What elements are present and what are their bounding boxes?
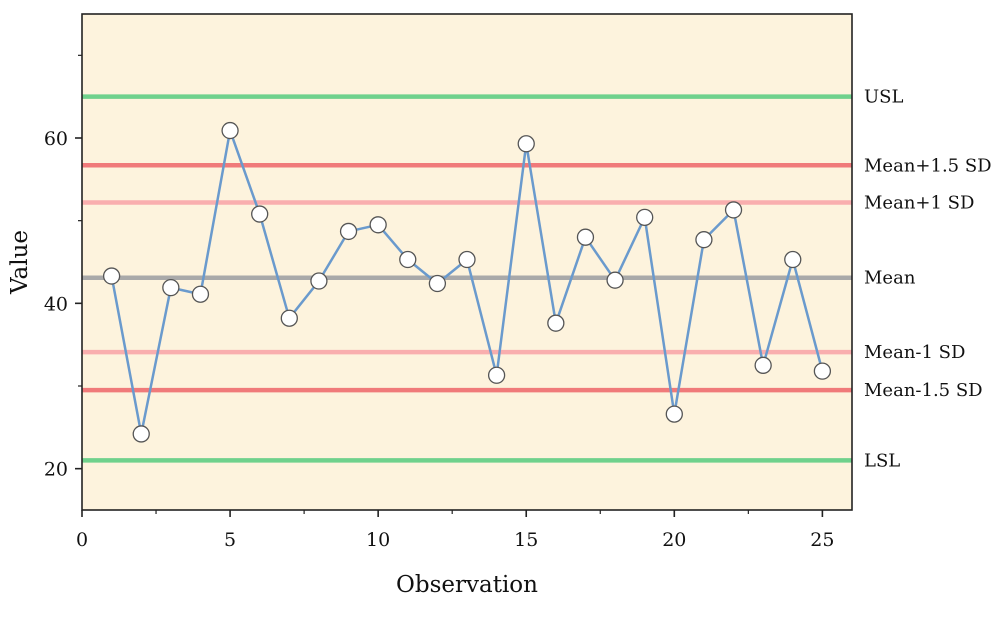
- y-tick-label: 60: [44, 128, 68, 150]
- data-point: [251, 205, 269, 223]
- data-point: [724, 201, 743, 219]
- reference-line-label: Mean: [864, 268, 916, 289]
- x-axis-title: Observation: [396, 572, 538, 598]
- axes-layer: 0 5 10 15 20 25 20 40 60: [44, 54, 834, 551]
- x-tick-label: 5: [224, 529, 236, 551]
- data-point: [102, 267, 121, 285]
- data-point: [636, 208, 654, 227]
- data-point: [339, 222, 358, 241]
- y-tick-label: 40: [44, 293, 68, 315]
- x-tick-label: 10: [366, 529, 390, 551]
- data-point: [665, 405, 683, 423]
- data-point: [369, 216, 387, 234]
- data-point: [399, 250, 417, 269]
- data-point: [280, 309, 298, 327]
- data-point: [132, 425, 150, 443]
- reference-line-label: Mean+1 SD: [864, 192, 974, 213]
- y-axis-title: Value: [7, 230, 33, 295]
- reference-line-label: Mean+1.5 SD: [864, 155, 992, 176]
- data-point: [784, 250, 802, 269]
- reference-line-label: Mean-1.5 SD: [864, 380, 983, 401]
- x-tick-label: 20: [662, 529, 686, 551]
- reference-lines: USL Mean+1.5 SD Mean+1 SD Mean Mean-1 SD Mean…: [82, 87, 992, 471]
- data-point: [310, 272, 328, 290]
- plot-frame: [81, 13, 853, 511]
- x-tick-label: 15: [514, 529, 538, 551]
- reference-line-label: USL: [864, 87, 904, 108]
- data-point: [576, 228, 595, 246]
- data-point: [191, 285, 210, 303]
- reference-line-label: Mean-1 SD: [864, 342, 965, 363]
- x-tick-label: 25: [810, 529, 834, 551]
- data-point: [695, 231, 713, 249]
- data-point: [162, 278, 180, 297]
- data-point: [458, 250, 476, 269]
- data-point: [754, 356, 772, 374]
- series-layer: [102, 121, 832, 443]
- reference-line-label: LSL: [864, 450, 900, 471]
- y-tick-label: 20: [44, 459, 68, 481]
- data-point: [813, 362, 832, 380]
- data-point: [606, 271, 624, 289]
- data-point: [547, 314, 565, 332]
- data-point: [517, 135, 535, 153]
- data-point: [428, 274, 447, 293]
- x-tick-label: 0: [76, 529, 88, 551]
- data-point: [487, 366, 506, 384]
- data-point: [221, 121, 239, 140]
